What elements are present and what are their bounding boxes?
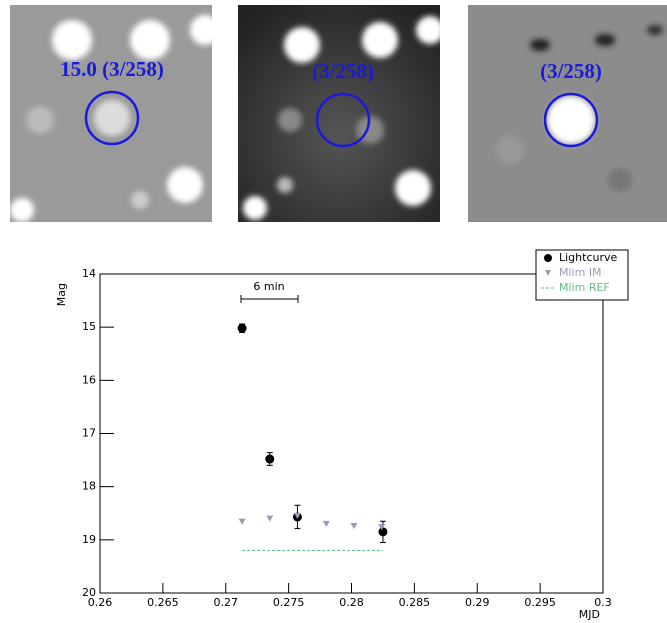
legend-label: Lightcurve: [559, 251, 618, 264]
limit-marker: [238, 518, 246, 525]
y-tick-label: 19: [82, 533, 96, 546]
stamp-label: (3/258): [312, 59, 374, 83]
y-tick-label: 16: [82, 373, 96, 386]
x-tick-label: 0.275: [273, 596, 305, 609]
data-point: [265, 454, 275, 464]
stamp-label: 15.0 (3/258): [60, 57, 164, 81]
legend-label: Mlim REF: [559, 281, 610, 294]
legend-swatch: [544, 254, 552, 262]
y-tick-label: 20: [82, 586, 96, 599]
legend: Lightcurve Mlim IM Mlim REF: [535, 249, 629, 301]
limit-marker: [350, 523, 358, 530]
plot-frame: [99, 273, 604, 594]
legend-label: Mlim IM: [559, 266, 602, 279]
x-tick-label: 0.26: [88, 596, 113, 609]
limit-marker: [322, 520, 330, 527]
y-axis-label: Mag: [55, 283, 68, 306]
x-axis-label: MJD: [579, 608, 600, 621]
annotation: 6 min: [253, 280, 284, 293]
x-tick-label: 0.3: [594, 596, 612, 609]
y-tick-label: 14: [82, 267, 96, 280]
legend-swatch: [545, 270, 551, 276]
limit-marker: [378, 524, 386, 531]
stamp-label: (3/258): [540, 59, 602, 83]
data-point: [237, 323, 247, 333]
x-tick-label: 0.29: [465, 596, 490, 609]
y-tick-label: 17: [82, 427, 96, 440]
y-tick-label: 15: [82, 320, 96, 333]
x-tick-label: 0.285: [399, 596, 431, 609]
x-tick-label: 0.265: [147, 596, 179, 609]
stamp: (3/258): [468, 5, 667, 222]
stamp: (3/258): [238, 5, 444, 222]
y-tick-label: 18: [82, 480, 96, 493]
stamp: 15.0 (3/258): [10, 5, 220, 222]
limit-marker: [266, 515, 274, 522]
x-tick-label: 0.295: [524, 596, 556, 609]
x-tick-label: 0.27: [214, 596, 239, 609]
annotation-bracket: [240, 295, 299, 303]
limit-marker: [293, 512, 301, 519]
x-tick-label: 0.28: [339, 596, 364, 609]
data-point: [378, 527, 388, 537]
